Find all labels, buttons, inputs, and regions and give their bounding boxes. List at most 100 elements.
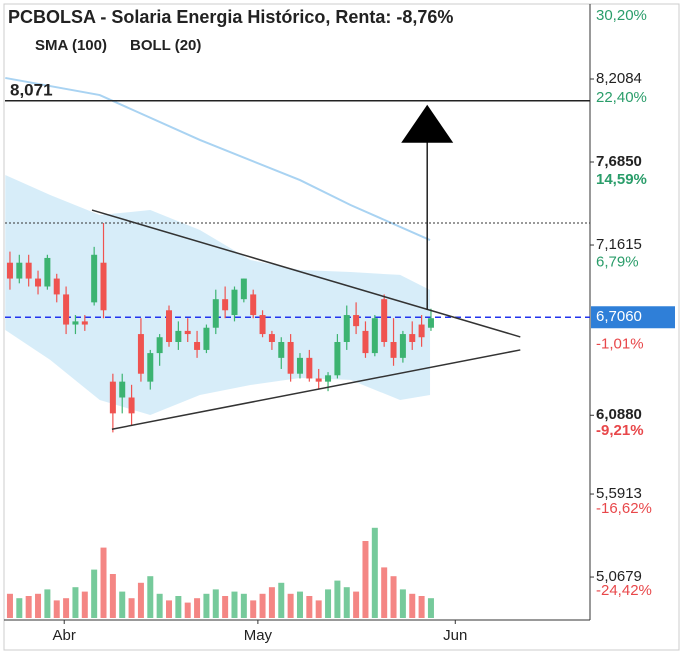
y-tick-label: 7,6850 (596, 153, 642, 170)
candle-body (166, 310, 173, 342)
arrow-head (401, 104, 454, 143)
last-price-label: 6,7060 (596, 308, 642, 325)
volume-bar (296, 591, 303, 618)
candle-body (334, 341, 341, 376)
candle-body (44, 257, 51, 287)
candle-body (119, 381, 126, 398)
y2-tick-label: 6,79% (596, 253, 639, 270)
volume-bar (6, 593, 13, 618)
candle-body (306, 357, 313, 379)
volume-bar (156, 593, 163, 618)
y2-tick-label: 30,20% (596, 7, 647, 24)
last-price-box (591, 306, 675, 329)
volume-bar (212, 589, 219, 618)
candle-body (147, 353, 154, 382)
volume-bar (72, 587, 79, 618)
y-tick-label: 8,2084 (596, 70, 642, 87)
volume-bar (203, 593, 210, 618)
candle-body (325, 375, 332, 382)
candle-body (137, 334, 144, 374)
candle-body (175, 330, 182, 342)
y2-tick-label: -9,21% (596, 422, 644, 439)
candle-body (371, 318, 378, 354)
candle-body (268, 334, 275, 342)
volume-bar (268, 587, 275, 618)
volume-bar (381, 567, 388, 618)
volume-bar (399, 589, 406, 618)
volume-bar (353, 591, 360, 618)
volume-bar (166, 600, 173, 618)
candle-body (100, 262, 107, 311)
volume-bar (44, 589, 51, 618)
candle-body (184, 330, 191, 335)
volume-bar (128, 598, 135, 618)
candle-body (296, 357, 303, 374)
y-tick-label: 5,0679 (596, 568, 642, 585)
y-tick-label: 5,5913 (596, 485, 642, 502)
candle-body (362, 330, 369, 354)
volume-bar (194, 598, 201, 618)
volume-bar (222, 596, 229, 618)
candle-body (81, 321, 88, 325)
volume-bar (100, 547, 107, 618)
candle-body (381, 299, 388, 342)
candle-body (240, 278, 247, 300)
volume-bar (325, 589, 332, 618)
volume-bar (53, 600, 60, 618)
volume-bar (91, 569, 98, 618)
candle-body (222, 299, 229, 311)
volume-bar (231, 591, 238, 618)
volume-bar (35, 593, 42, 618)
candle-body (6, 262, 13, 279)
candle-body (409, 334, 416, 342)
candle-body (315, 378, 322, 382)
volume-bar (306, 596, 313, 618)
volume-bar (287, 593, 294, 618)
candle-body (390, 341, 397, 358)
candle-body (231, 289, 238, 316)
volume-bar (390, 576, 397, 618)
candle-body (35, 278, 42, 287)
y2-tick-label: -24,42% (596, 582, 652, 599)
candle-body (72, 321, 79, 325)
volume-bar (137, 582, 144, 618)
volume-bar (63, 598, 70, 618)
candle-body (156, 337, 163, 354)
volume-bar (147, 576, 154, 618)
y-tick-label: 7,1615 (596, 236, 642, 253)
volume-bar (278, 582, 285, 618)
volume-bar (119, 591, 126, 618)
volume-bar (16, 598, 23, 618)
candle-body (63, 294, 70, 325)
volume-bar (427, 598, 434, 618)
candle-body (427, 318, 434, 328)
trend-line (111, 349, 521, 430)
candle-body (194, 341, 201, 350)
candle-body (287, 341, 294, 374)
volume-bar (343, 587, 350, 618)
trend-line (91, 209, 521, 338)
level-label: 8,071 (10, 80, 53, 99)
candle-body (128, 397, 135, 414)
candle-body (25, 262, 32, 279)
candle-body (91, 254, 98, 303)
volume-bar (259, 593, 266, 618)
volume-bar (184, 602, 191, 618)
x-tick-label: Jun (443, 627, 467, 644)
candle-body (418, 324, 425, 338)
volume-bar (315, 600, 322, 618)
sma-line (5, 76, 431, 241)
volume-bar (250, 600, 257, 618)
plot: 8,071 (5, 76, 590, 618)
volume-bar (109, 574, 116, 618)
volume-bar (240, 593, 247, 618)
candle-body (278, 341, 285, 358)
volume-bar (409, 593, 416, 618)
legend-entry: BOLL (20) (130, 37, 201, 54)
y2-tick-label: -16,62% (596, 500, 652, 517)
y2-tick-label: 14,59% (596, 171, 647, 188)
volume-bar (25, 596, 32, 618)
volume-bar (362, 541, 369, 618)
candle-body (250, 294, 257, 316)
